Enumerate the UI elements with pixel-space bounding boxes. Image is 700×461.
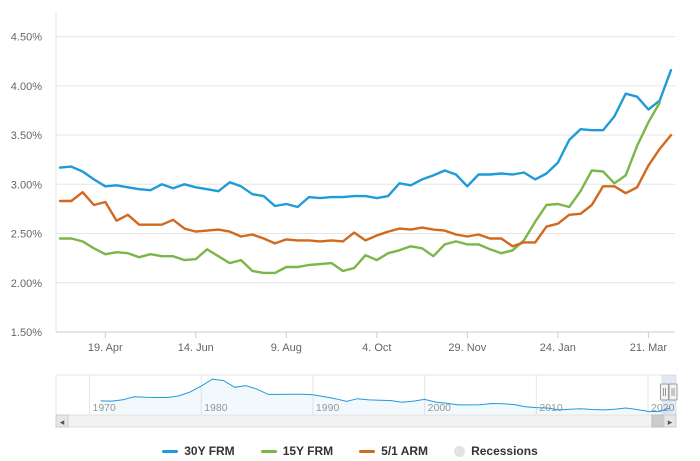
y-tick-label: 1.50% [11, 327, 42, 339]
series-lines[interactable] [58, 68, 673, 275]
y-tick-label: 3.50% [11, 130, 42, 142]
scrollbar-right-button[interactable] [663, 414, 677, 428]
legend-recessions-label: Recessions [471, 444, 538, 458]
scrollbar-thumb[interactable] [651, 414, 665, 428]
navigator-range-handle[interactable] [659, 383, 678, 401]
navigator-scrollbar[interactable]: ◂ ▸ [55, 414, 677, 428]
navigator-background [55, 374, 677, 416]
x-tick-label: 29. Nov [448, 342, 486, 354]
navigator-tick-label: 1970 [93, 402, 117, 414]
x-tick-label: 4. Oct [362, 342, 391, 354]
legend-5-1-arm-swatch [359, 449, 376, 453]
navigator-tick-label: 1980 [204, 402, 228, 414]
navigator-tick-label: 1990 [316, 402, 340, 414]
legend-item-30y-frm[interactable]: 30Y FRM [162, 444, 235, 458]
y-tick-label: 2.50% [11, 229, 42, 241]
legend-recessions-swatch [454, 445, 466, 457]
legend: 30Y FRM 15Y FRM 5/1 ARM Recessions [0, 441, 700, 461]
scrollbar-left-arrow-icon: ◂ [60, 417, 65, 427]
series-line-30y-frm[interactable] [58, 68, 673, 209]
x-tick-label: 19. Apr [88, 342, 123, 354]
legend-item-recessions[interactable]: Recessions [454, 444, 538, 458]
navigator-tick-label: 2000 [428, 402, 452, 414]
navigator[interactable]: 1970 1980 1990 2000 2010 2020 ◂ ▸ [0, 370, 700, 440]
main-chart: 1.50% 2.00% 2.50% 3.00% 3.50% 4.00% 4.50% 19. … [11, 12, 675, 354]
legend-30y-frm-swatch [162, 449, 179, 453]
range-handle-grip[interactable] [659, 383, 669, 401]
scrollbar-left-button[interactable] [55, 414, 69, 428]
navigator-x-labels: 1970 1980 1990 2000 2010 2020 [93, 402, 675, 414]
grid-lines [55, 12, 675, 333]
x-tick-label: 24. Jan [540, 342, 576, 354]
y-tick-label: 3.00% [11, 179, 42, 191]
y-tick-label: 2.00% [11, 278, 42, 290]
x-tick-label: 14. Jun [178, 342, 214, 354]
y-axis-labels: 1.50% 2.00% 2.50% 3.00% 3.50% 4.00% 4.50% [11, 32, 42, 339]
navigator-series-area [100, 379, 671, 414]
x-tick-label: 21. Mar [630, 342, 668, 354]
x-axis-labels: 19. Apr 14. Jun 9. Aug 4. Oct 29. Nov 24. Jan… [88, 332, 668, 354]
range-handle-grip[interactable] [668, 383, 678, 401]
legend-30y-frm-label: 30Y FRM [184, 444, 235, 458]
navigator-grid [89, 375, 649, 415]
legend-item-15y-frm[interactable]: 15Y FRM [260, 444, 334, 458]
navigator-tick-label: 2020 [651, 402, 675, 414]
series-line-5-1-arm[interactable] [58, 133, 673, 248]
navigator-tick-label: 2010 [539, 402, 563, 414]
legend-15y-frm-label: 15Y FRM [282, 444, 334, 458]
y-tick-label: 4.50% [11, 32, 42, 44]
series-line-15y-frm[interactable] [58, 101, 661, 275]
y-tick-label: 4.00% [11, 81, 42, 93]
scrollbar-right-arrow-icon: ▸ [668, 417, 673, 427]
legend-15y-frm-swatch [260, 449, 277, 453]
x-tick-label: 9. Aug [271, 342, 302, 354]
legend-item-5-1-arm[interactable]: 5/1 ARM [359, 444, 428, 458]
legend-5-1-arm-label: 5/1 ARM [381, 444, 429, 458]
scrollbar-track[interactable] [55, 414, 677, 428]
navigator-series-line [100, 378, 671, 413]
